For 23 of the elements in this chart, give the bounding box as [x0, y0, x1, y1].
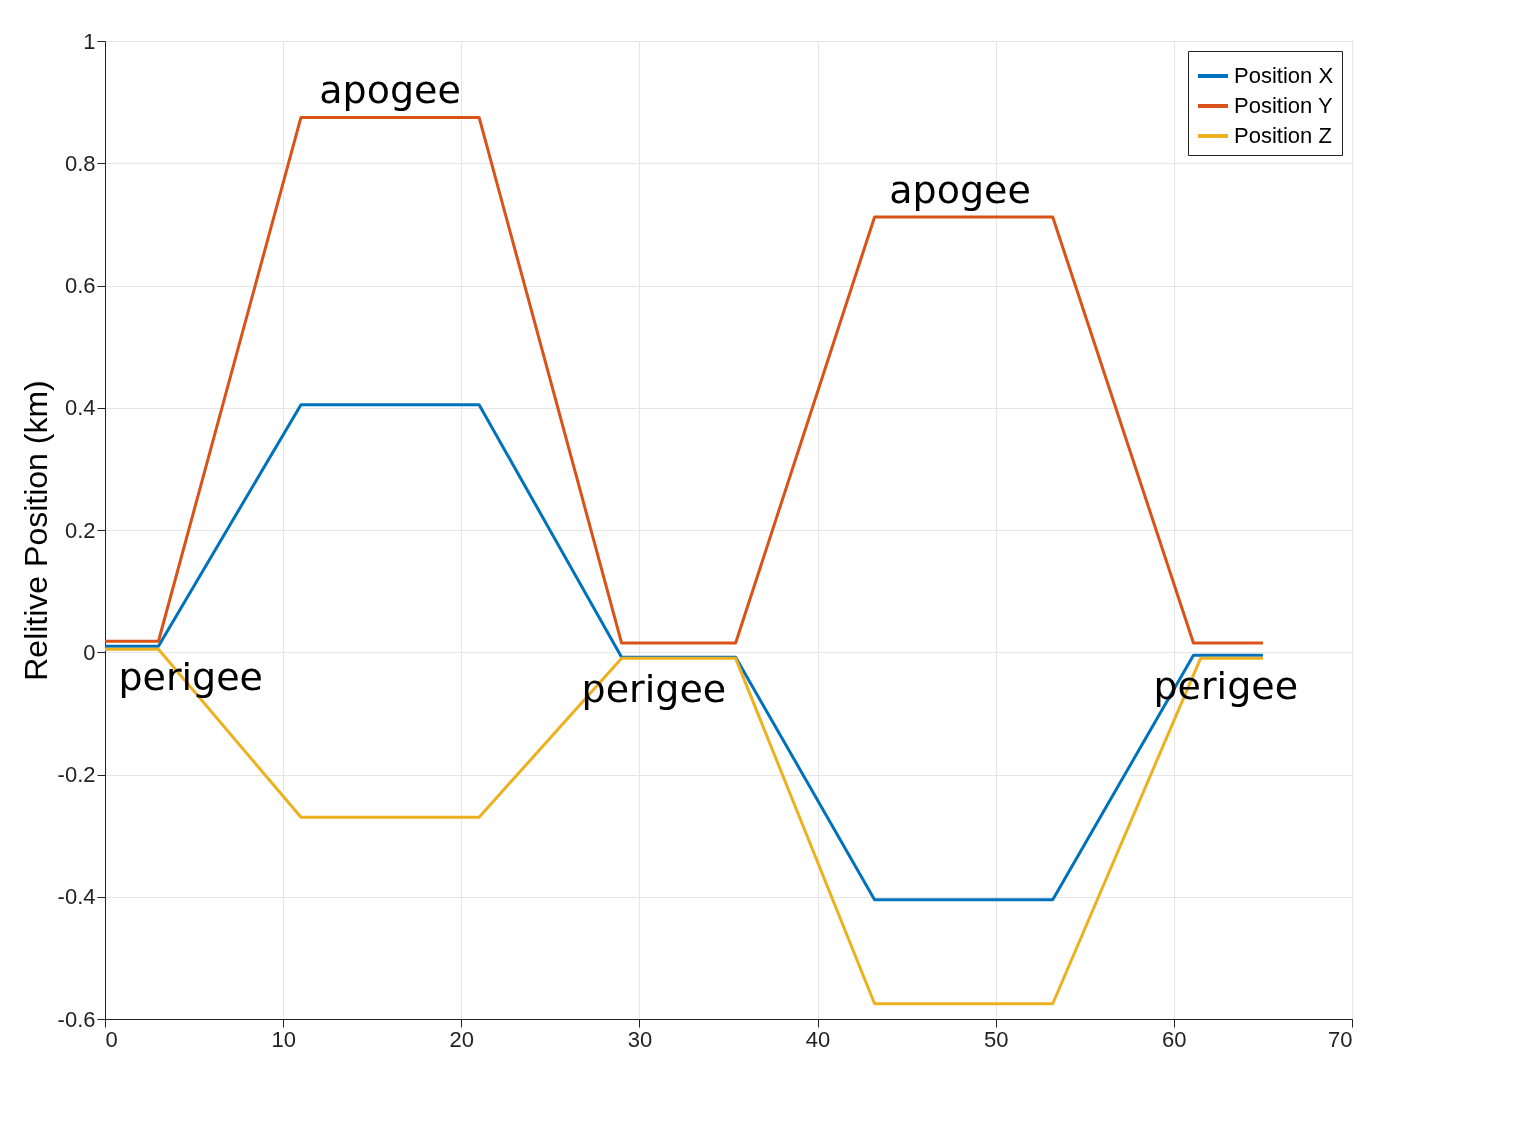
y-tick-label: -0.4	[57, 884, 96, 910]
x-tick-label: 70	[1328, 1026, 1353, 1052]
y-tick-label: -0.6	[57, 1006, 96, 1032]
x-tick-label: 60	[1162, 1026, 1187, 1052]
y-tick-label: 0.8	[64, 150, 96, 176]
y-tick-label: 0	[83, 639, 96, 665]
annotation: apogee	[889, 168, 1031, 213]
y-axis-title: Relitive Position (km)	[17, 380, 54, 681]
y-tick-label: 0.6	[64, 273, 96, 298]
x-tick-label: 30	[627, 1026, 653, 1052]
y-tick-label: 1	[83, 28, 96, 54]
legend-label: Position X	[1234, 63, 1334, 88]
x-tick-label: 10	[271, 1026, 296, 1052]
x-tick-label: 20	[449, 1026, 475, 1052]
x-tick-label: 40	[805, 1026, 831, 1052]
legend-label: Position Y	[1234, 93, 1333, 118]
y-tick-label: 0.4	[64, 395, 96, 421]
y-tick-label: -0.2	[57, 762, 96, 787]
x-tick-label: 0	[105, 1026, 118, 1052]
y-tick-label: 0.2	[64, 517, 96, 543]
x-tick-label: 50	[983, 1026, 1009, 1052]
legend-label: Position Z	[1234, 123, 1332, 148]
annotation: apogee	[319, 68, 461, 113]
